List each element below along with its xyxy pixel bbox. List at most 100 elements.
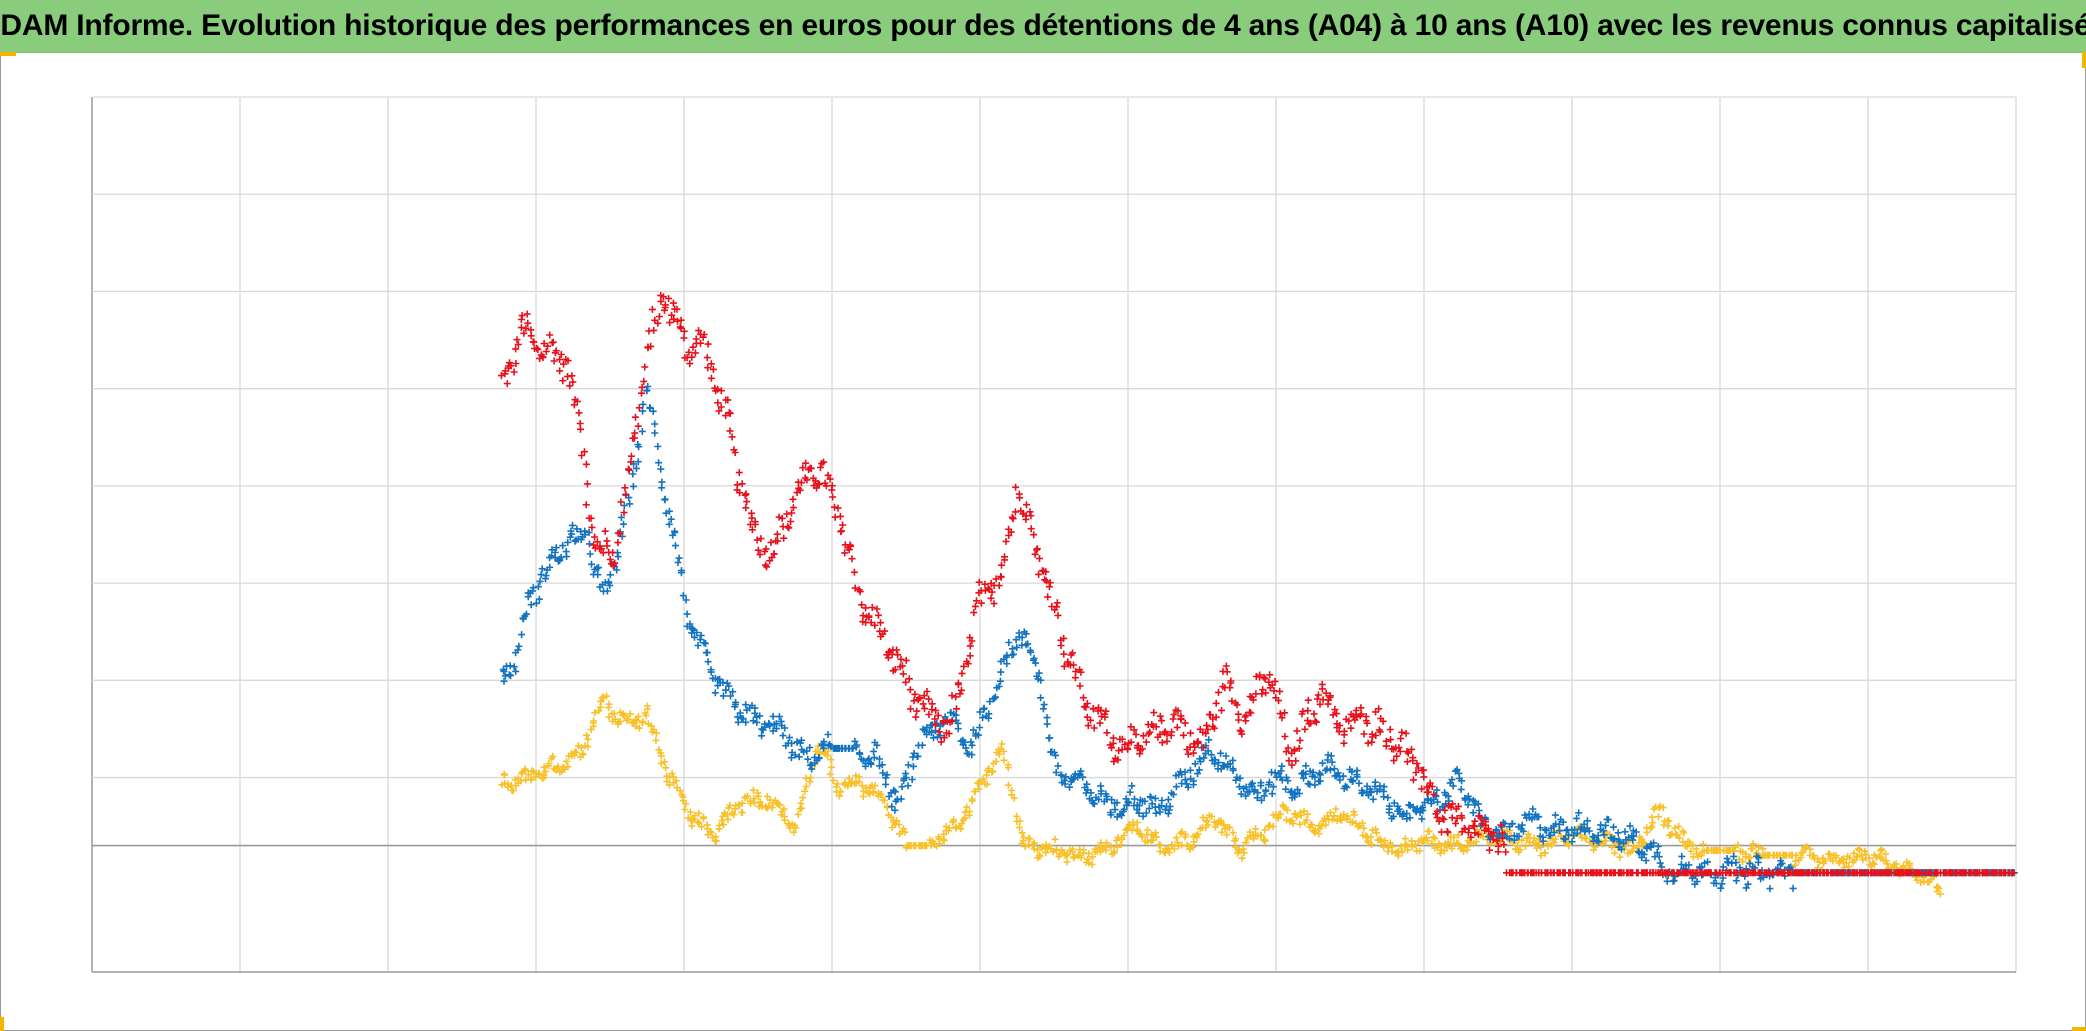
data-point-A10 xyxy=(1156,712,1164,720)
data-point-A04 xyxy=(968,795,976,803)
data-point-A04 xyxy=(657,752,665,760)
data-point-A10 xyxy=(948,717,956,725)
data-point-A10 xyxy=(704,340,712,348)
data-point-A07 xyxy=(1610,823,1617,831)
data-point-A10 xyxy=(1200,744,1207,751)
data-point-A07 xyxy=(1079,773,1087,781)
data-point-A07 xyxy=(932,727,939,735)
data-point-A04 xyxy=(1749,840,1757,848)
data-point-A07 xyxy=(1693,878,1701,885)
data-point-A04 xyxy=(1266,821,1274,829)
data-point-A07 xyxy=(804,755,812,763)
data-point-A10 xyxy=(1465,824,1473,832)
data-point-A07 xyxy=(1385,805,1393,813)
data-point-A10 xyxy=(966,642,974,650)
data-point-A04 xyxy=(700,814,707,822)
data-point-A10 xyxy=(647,342,655,350)
data-point-A04 xyxy=(1322,821,1330,829)
data-point-A07 xyxy=(613,566,621,574)
data-point-A04 xyxy=(517,777,525,785)
data-point-A10 xyxy=(680,327,688,335)
data-point-A10 xyxy=(1412,769,1420,776)
data-point-A07 xyxy=(1571,826,1579,834)
data-point-A10 xyxy=(1007,528,1015,536)
data-point-A10 xyxy=(1083,700,1091,707)
data-point-A04 xyxy=(1107,843,1115,851)
data-point-A07 xyxy=(1621,828,1629,836)
data-point-A07 xyxy=(1095,795,1103,803)
data-point-A04 xyxy=(1118,835,1126,843)
data-point-A10 xyxy=(912,713,920,721)
data-point-A10 xyxy=(937,738,945,746)
data-point-A10 xyxy=(1502,848,1510,856)
data-point-A10 xyxy=(754,546,762,554)
data-point-A10 xyxy=(655,313,663,320)
data-point-A07 xyxy=(635,443,643,451)
data-point-A10 xyxy=(1069,649,1076,657)
data-point-A10 xyxy=(1481,826,1489,834)
data-point-A04 xyxy=(1218,828,1226,836)
data-point-A10 xyxy=(1296,736,1304,744)
data-point-A07 xyxy=(1194,770,1201,778)
data-point-A04 xyxy=(584,743,592,751)
data-point-A07 xyxy=(1501,820,1509,828)
data-point-A07 xyxy=(968,741,976,749)
data-point-A07 xyxy=(1060,777,1068,784)
data-point-A10 xyxy=(1324,700,1332,708)
data-point-A10 xyxy=(921,705,928,713)
data-point-A10 xyxy=(1441,806,1449,814)
data-point-A07 xyxy=(795,753,803,761)
data-point-A10 xyxy=(919,700,927,708)
data-point-A07 xyxy=(1282,773,1290,781)
data-point-A10 xyxy=(1087,716,1094,724)
data-point-A04 xyxy=(1524,830,1532,838)
data-point-A10 xyxy=(1474,830,1482,838)
data-point-A10 xyxy=(874,611,882,619)
data-point-A04 xyxy=(1261,826,1269,834)
data-point-A07 xyxy=(620,520,627,528)
data-point-A04 xyxy=(1223,831,1231,839)
data-point-A07 xyxy=(1390,799,1398,807)
data-point-A04 xyxy=(1675,823,1683,830)
data-point-A10 xyxy=(707,360,715,368)
data-point-A10 xyxy=(1070,661,1077,669)
data-point-A10 xyxy=(593,538,601,546)
data-point-A07 xyxy=(928,729,935,736)
data-point-A07 xyxy=(1535,813,1543,821)
data-point-A10 xyxy=(984,584,992,592)
data-point-A07 xyxy=(534,583,542,591)
data-point-A10 xyxy=(542,348,550,355)
data-point-A04 xyxy=(790,828,798,836)
data-point-A07 xyxy=(506,662,514,670)
data-point-A10 xyxy=(544,342,551,350)
data-point-A04 xyxy=(603,692,611,700)
data-point-A10 xyxy=(1301,725,1309,733)
data-point-A04 xyxy=(1229,829,1237,837)
data-point-A07 xyxy=(909,762,917,770)
data-point-A10 xyxy=(677,316,685,324)
data-point-A10 xyxy=(1180,731,1187,739)
data-point-A10 xyxy=(1458,814,1466,822)
data-point-A04 xyxy=(626,710,634,718)
data-point-A07 xyxy=(707,666,715,674)
data-point-A04 xyxy=(1085,850,1093,858)
data-point-A10 xyxy=(981,580,989,588)
data-point-A04 xyxy=(1522,842,1529,850)
data-point-A04 xyxy=(1552,835,1559,843)
data-point-A10 xyxy=(736,489,744,497)
data-point-A07 xyxy=(1062,773,1070,781)
data-point-A07 xyxy=(1656,859,1664,867)
data-point-A07 xyxy=(1152,809,1160,817)
data-point-A10 xyxy=(1275,697,1282,705)
data-point-A07 xyxy=(1348,768,1356,776)
data-point-A07 xyxy=(1284,777,1292,785)
data-point-A04 xyxy=(1792,857,1800,865)
data-point-A10 xyxy=(1181,719,1189,727)
data-point-A10 xyxy=(1278,714,1286,722)
data-point-A07 xyxy=(702,640,709,647)
data-point-A10 xyxy=(774,537,782,545)
data-point-A07 xyxy=(1744,880,1752,888)
data-point-A10 xyxy=(1096,719,1104,727)
data-point-A07 xyxy=(1433,786,1441,794)
data-point-A10 xyxy=(1333,710,1341,718)
